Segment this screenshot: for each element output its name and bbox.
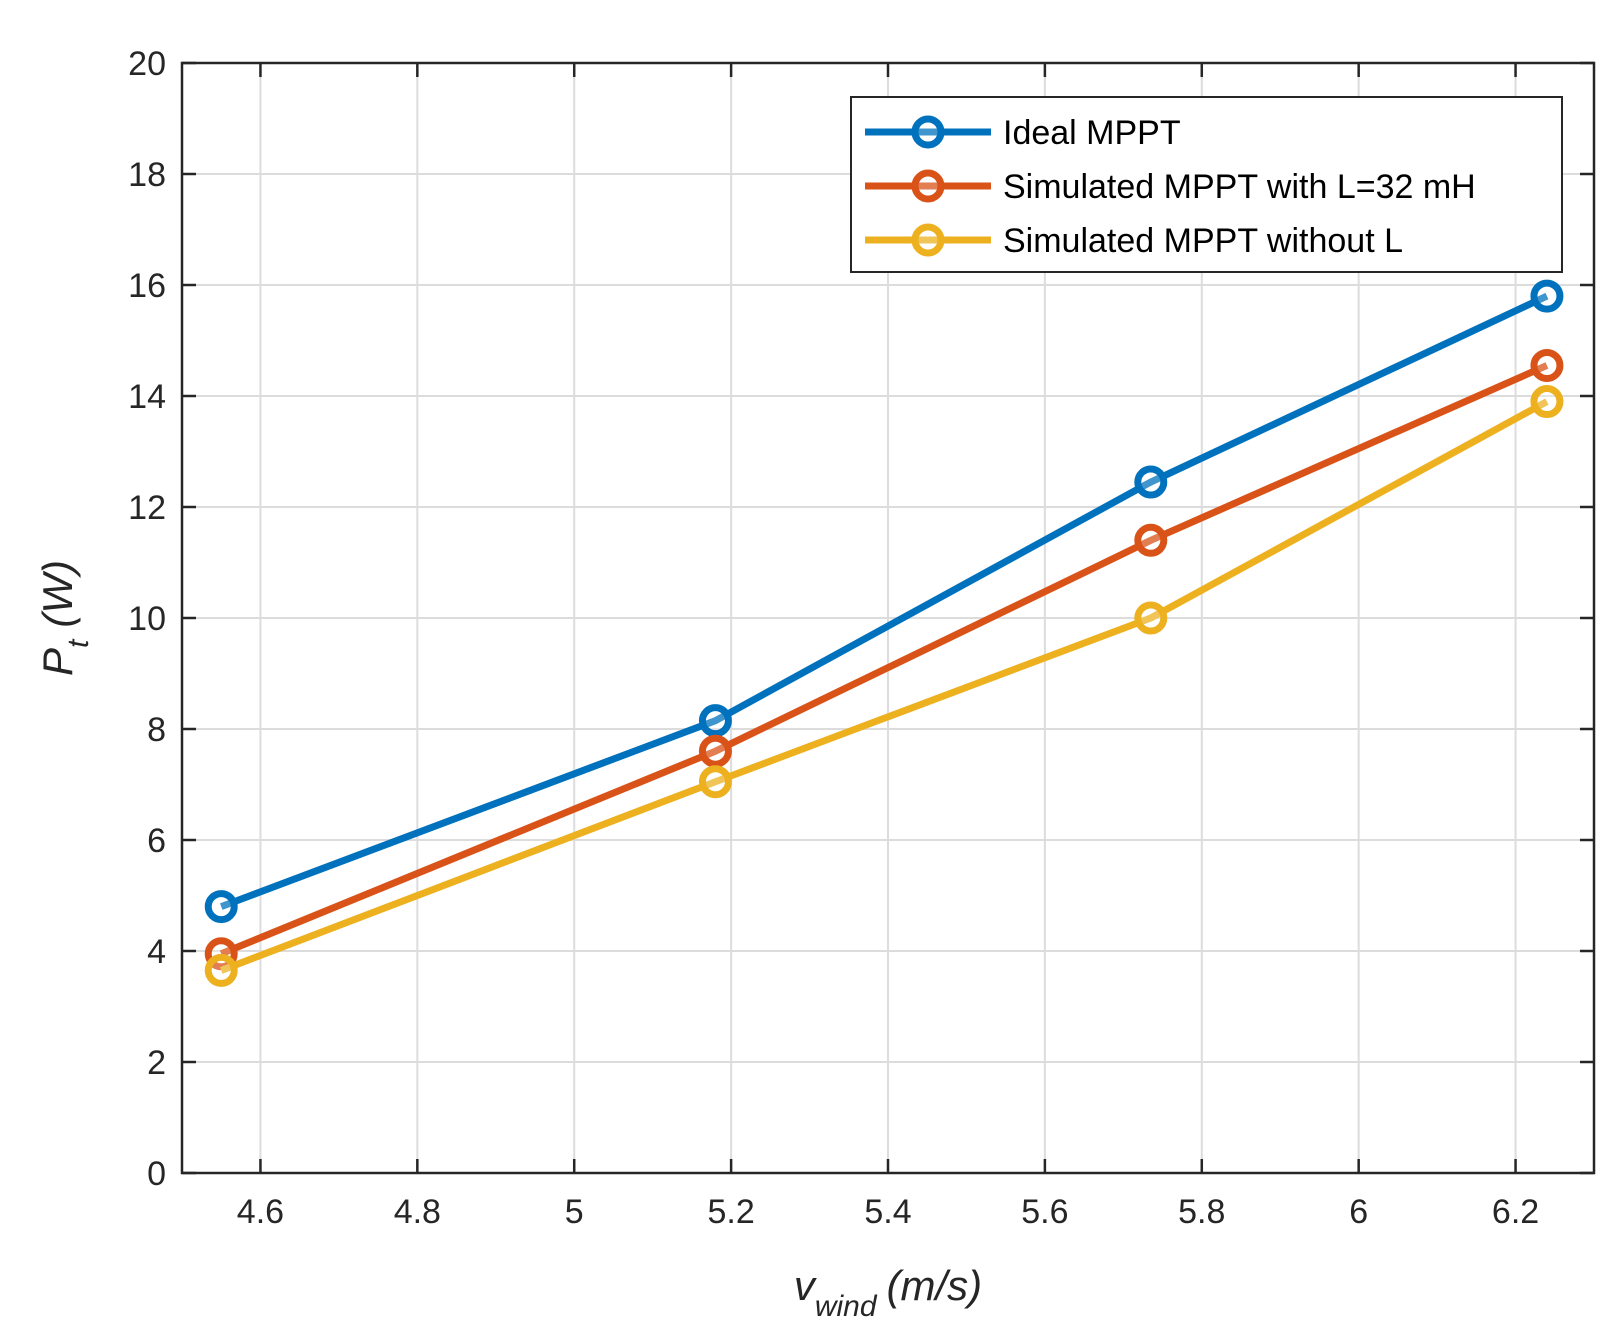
series-1 [204,279,1564,924]
x-tick-labels: 4.6 4.8 5 5.2 5.4 5.6 5.8 6 6.2 [237,1193,1539,1231]
data-point-marker [1530,385,1564,419]
legend-marker-sample [911,169,945,203]
x-tick-label: 5.4 [864,1193,911,1231]
legend-label: Simulated MPPT with L=32 mH [1003,168,1476,206]
data-point-marker [698,704,732,738]
legend-label: Simulated MPPT without L [1003,222,1403,260]
legend-item: Simulated MPPT without L [865,222,1403,260]
data-point-marker [204,890,238,924]
y-tick-label: 18 [128,156,166,194]
data-point-marker [1530,348,1564,382]
y-tick-label: 16 [128,267,166,305]
legend-marker-sample [911,115,945,149]
series-line [219,398,1549,974]
x-tick-label: 4.8 [394,1193,441,1231]
data-point-marker [1134,523,1168,557]
data-point-marker [698,765,732,799]
y-tick-label: 20 [128,45,166,83]
x-axis-label: vwind (m/s) [794,1262,982,1323]
x-tick-label: 5.8 [1178,1193,1225,1231]
data-series [204,279,1564,987]
data-point-marker [698,734,732,768]
data-point-marker [1530,279,1564,313]
y-tick-label: 6 [147,822,166,860]
x-tick-label: 5.6 [1021,1193,1068,1231]
y-tick-label: 4 [147,933,166,971]
legend-label: Ideal MPPT [1003,114,1181,152]
x-axis-label-main: v [794,1262,818,1309]
x-tick-label: 4.6 [237,1193,284,1231]
x-axis-label-unit: (m/s) [887,1262,983,1309]
x-tick-label: 6.2 [1492,1193,1539,1231]
series-3 [204,385,1564,987]
data-point-marker [1134,601,1168,635]
plot-frame [180,61,1596,1175]
y-axis-label-main: P [34,648,81,676]
data-point-marker [1134,465,1168,499]
legend-item: Simulated MPPT with L=32 mH [865,168,1476,206]
y-tick-label: 2 [147,1044,166,1082]
legend: Ideal MPPT Simulated MPPT with L=32 mH Sim… [850,96,1563,273]
y-tick-label: 12 [128,489,166,527]
y-axis-label-unit: (W) [34,560,81,628]
y-axis-label-subscript: t [62,638,95,648]
y-tick-label: 8 [147,711,166,749]
x-axis-label-subscript: wind [815,1290,878,1323]
x-tick-label: 5 [565,1193,584,1231]
y-tick-label: 0 [147,1155,166,1193]
y-tick-label: 10 [128,600,166,638]
data-point-marker [204,953,238,987]
legend-marker-sample [911,223,945,257]
x-tick-label: 6 [1349,1193,1368,1231]
x-tick-label: 5.2 [707,1193,754,1231]
series-line [219,362,1549,958]
legend-item: Ideal MPPT [865,114,1181,152]
series-2 [204,348,1564,971]
y-tick-label: 14 [128,378,166,416]
series-line [219,292,1549,910]
y-axis-label: Pt (W) [34,560,95,676]
y-tick-labels: 0 2 4 6 8 10 12 14 16 18 20 [128,45,166,1193]
